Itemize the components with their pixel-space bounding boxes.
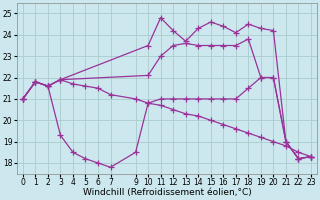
X-axis label: Windchill (Refroidissement éolien,°C): Windchill (Refroidissement éolien,°C) (83, 188, 251, 197)
